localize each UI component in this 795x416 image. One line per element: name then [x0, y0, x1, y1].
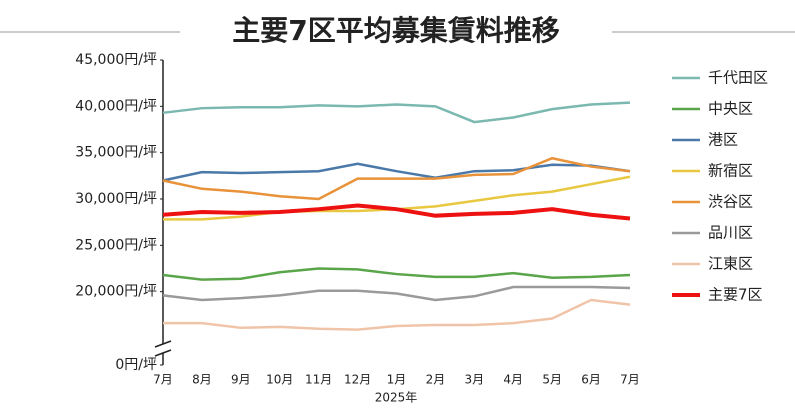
series-line [162, 156, 631, 201]
legend-label: 主要7区 [708, 286, 763, 304]
x-tick-label: 9月 [231, 373, 251, 387]
legend-label: 江東区 [708, 255, 753, 273]
series-line [162, 285, 631, 302]
y-tick-label: 20,000円/坪 [75, 284, 157, 300]
x-tick-label: 8月 [192, 373, 212, 387]
axis-break [154, 340, 172, 348]
x-tick-label: 4月 [503, 373, 523, 387]
x-tick-label: 1月 [387, 373, 407, 387]
legend-label: 品川区 [708, 224, 753, 242]
legend-label: 港区 [708, 131, 738, 149]
series-line [162, 162, 631, 182]
legend-label: 新宿区 [708, 162, 753, 180]
series-line [162, 203, 631, 221]
series-line [163, 298, 631, 331]
x-tick-label: 7月 [620, 373, 640, 387]
y-tick-label: 45,000円/坪 [75, 52, 157, 68]
legend-label: 渋谷区 [708, 193, 753, 211]
axis-break [154, 349, 172, 357]
chart-title: 主要7区平均募集賃料推移 [232, 14, 559, 47]
y-tick-label: 0円/坪 [115, 357, 157, 373]
legend-label: 中央区 [708, 100, 753, 118]
y-tick-label: 35,000円/坪 [75, 145, 157, 161]
x-tick-label: 2月 [426, 373, 446, 387]
y-tick-label: 25,000円/坪 [75, 237, 157, 253]
legend-label: 千代田区 [708, 69, 768, 87]
series-line [162, 101, 631, 124]
x-tick-label: 10月 [266, 373, 293, 387]
x-tick-label: 11月 [305, 373, 332, 387]
series-line [162, 267, 631, 281]
y-tick-label: 40,000円/坪 [75, 98, 157, 114]
x-tick-label: 7月 [153, 373, 173, 387]
x-tick-label: 12月 [344, 373, 371, 387]
x-tick-label: 3月 [465, 373, 485, 387]
x-tick-label: 6月 [581, 373, 601, 387]
x-tick-label: 5月 [542, 373, 562, 387]
y-tick-label: 30,000円/坪 [75, 191, 157, 207]
x-axis-label: 2025年 [375, 391, 418, 405]
